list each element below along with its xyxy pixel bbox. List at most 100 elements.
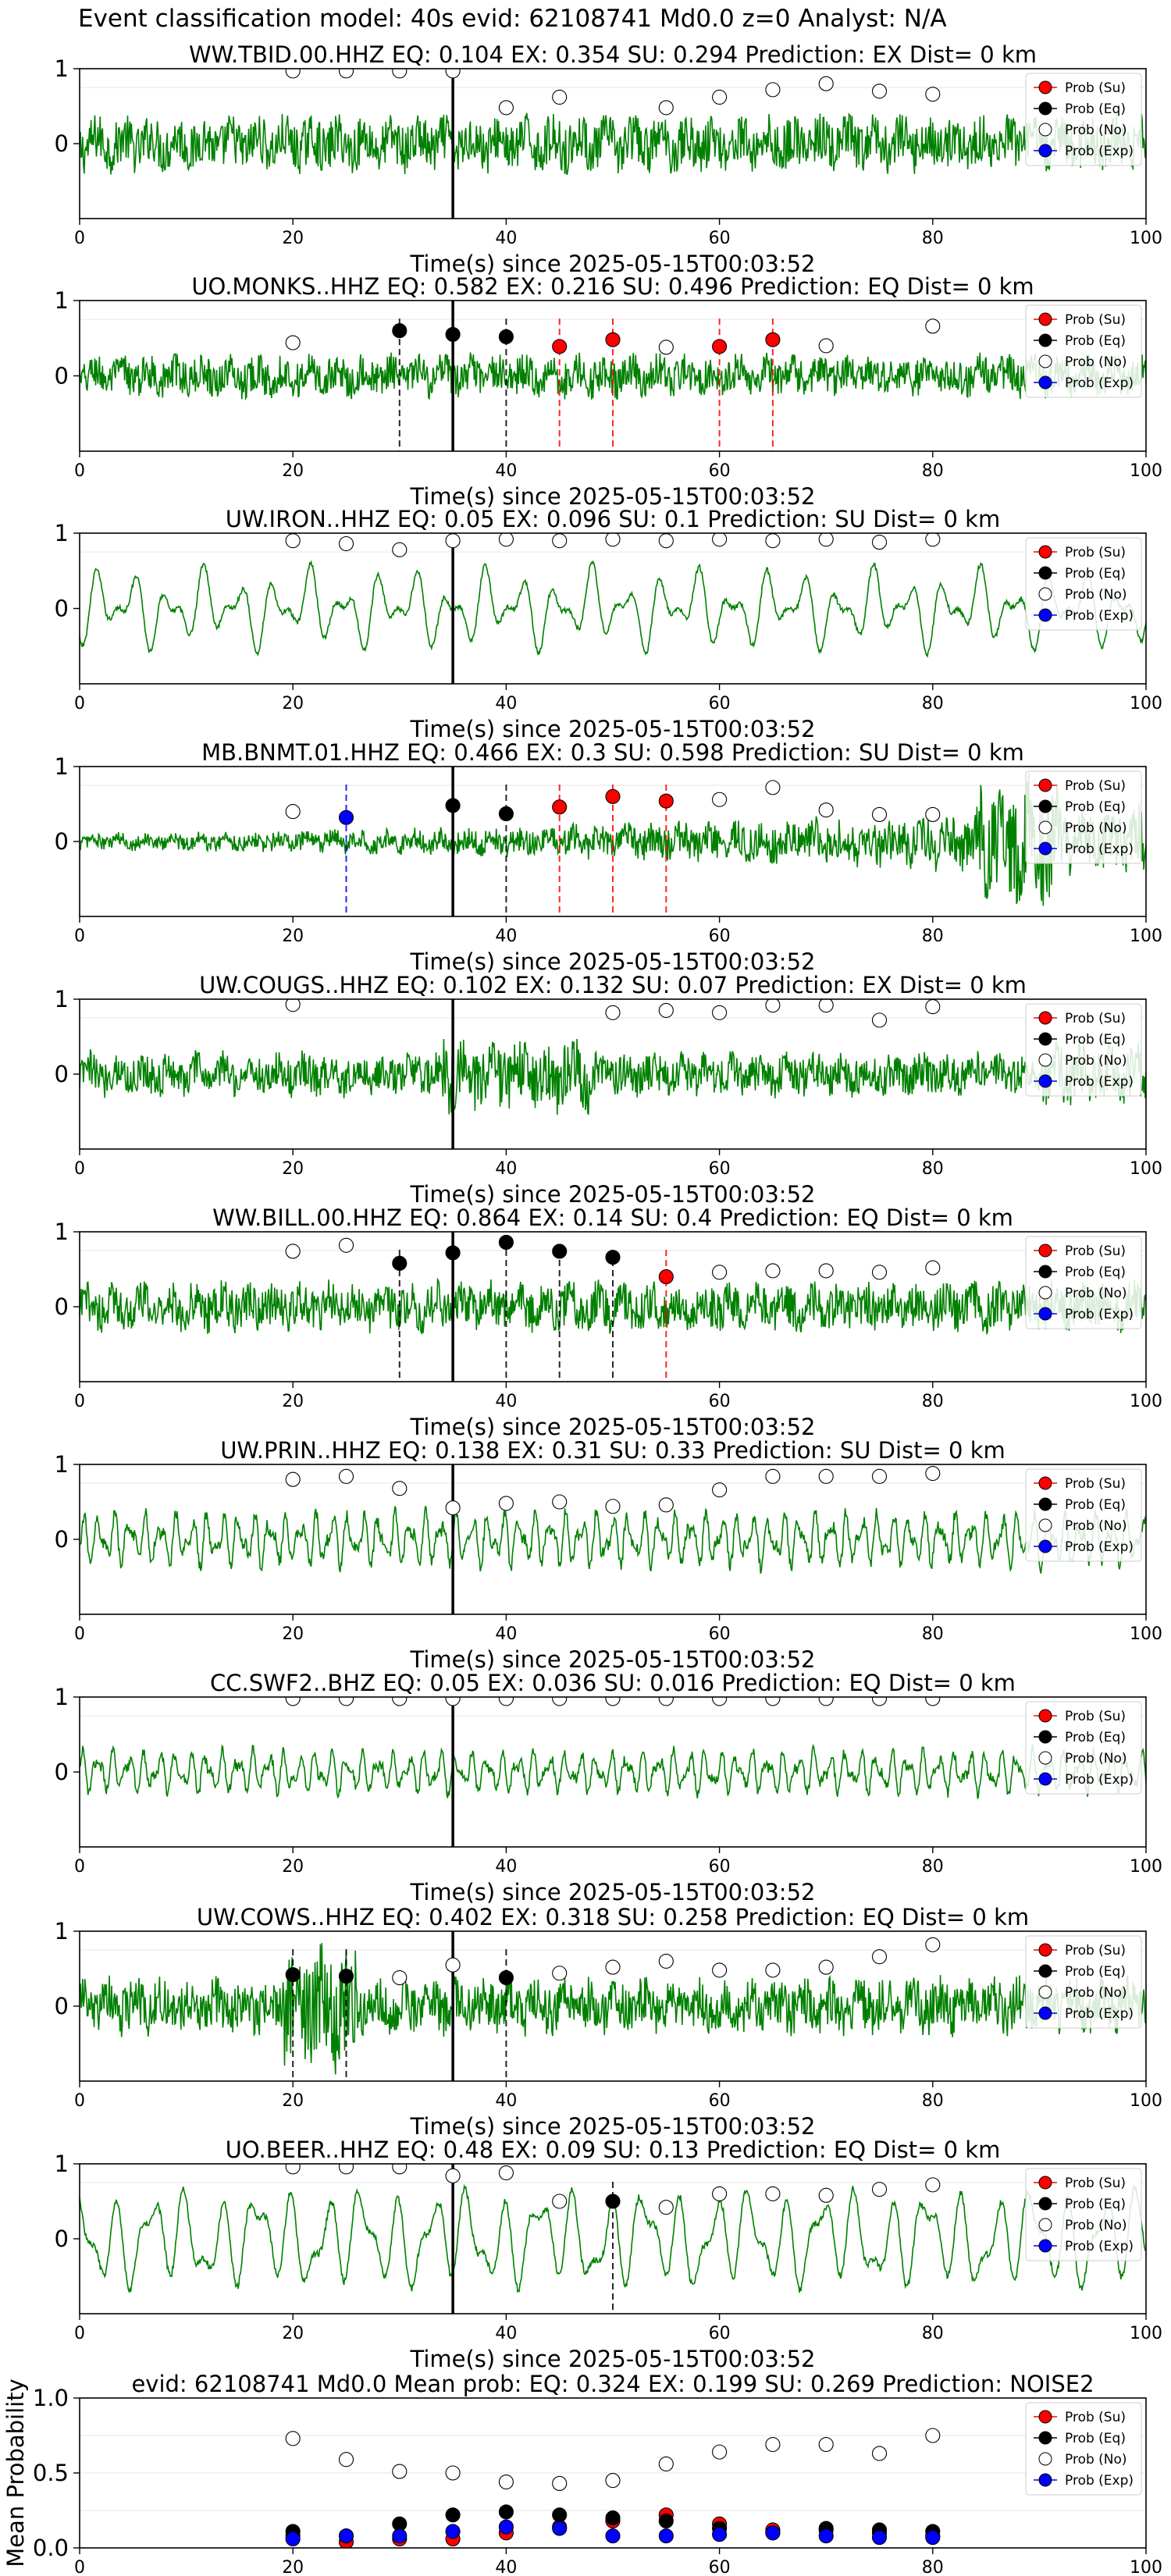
x-tick-label: 60 bbox=[709, 1624, 731, 1644]
x-tick-label: 40 bbox=[495, 1624, 517, 1644]
point-no bbox=[818, 338, 834, 354]
x-tick-label: 60 bbox=[709, 1392, 731, 1411]
point-no bbox=[338, 1237, 354, 1253]
legend-label-exp: Prob (Exp) bbox=[1065, 608, 1134, 624]
point-no bbox=[765, 1468, 781, 1484]
x-tick-label: 80 bbox=[922, 1624, 944, 1644]
legend-marker-no bbox=[1038, 2218, 1052, 2232]
legend-marker-eq bbox=[1038, 333, 1052, 347]
legend-label-exp: Prob (Exp) bbox=[1065, 2006, 1134, 2022]
point-no bbox=[552, 2475, 568, 2491]
point-su bbox=[605, 332, 621, 347]
x-tick-label: 0 bbox=[74, 229, 85, 248]
point-eq bbox=[445, 798, 461, 813]
y-tick-label: 1 bbox=[55, 1684, 69, 1710]
legend-label-no: Prob (No) bbox=[1065, 1053, 1127, 1069]
panel-title: UO.BEER..HHZ EQ: 0.48 EX: 0.09 SU: 0.13 … bbox=[226, 2137, 1001, 2163]
point-no bbox=[605, 1499, 621, 1514]
waveform-trace bbox=[80, 112, 1146, 176]
legend-marker-eq bbox=[1038, 2431, 1052, 2445]
panel-title: MB.BNMT.01.HHZ EQ: 0.466 EX: 0.3 SU: 0.5… bbox=[201, 739, 1024, 766]
x-tick-label: 100 bbox=[1130, 1159, 1162, 1179]
legend-label-su: Prob (Su) bbox=[1065, 2410, 1126, 2425]
point-no bbox=[712, 1005, 728, 1020]
point-no bbox=[552, 1966, 568, 1981]
point-no bbox=[285, 533, 301, 549]
point-no bbox=[658, 1497, 674, 1513]
point-no bbox=[392, 1481, 408, 1496]
x-tick-label: 20 bbox=[282, 927, 304, 946]
panel-2: UO.MONKS..HHZ EQ: 0.582 EX: 0.216 SU: 0.… bbox=[55, 273, 1162, 510]
point-no bbox=[818, 1697, 834, 1706]
legend-label-su: Prob (Su) bbox=[1065, 778, 1126, 794]
plot-area bbox=[80, 1697, 1146, 1847]
x-axis-label: Time(s) since 2025-05-15T00:03:52 bbox=[410, 1414, 816, 1440]
y-tick-label: 0.5 bbox=[33, 2460, 69, 2486]
point-no bbox=[552, 2194, 568, 2209]
figure-title: Event classification model: 40s evid: 62… bbox=[78, 5, 947, 33]
legend-label-no: Prob (No) bbox=[1065, 354, 1127, 370]
legend-label-no: Prob (No) bbox=[1065, 587, 1127, 603]
point-eq bbox=[498, 2504, 514, 2520]
legend-label-no: Prob (No) bbox=[1065, 1985, 1127, 2001]
point-no bbox=[552, 1494, 568, 1510]
point-eq bbox=[552, 2507, 568, 2523]
point-exp bbox=[445, 2524, 461, 2539]
legend-marker-exp bbox=[1038, 1539, 1052, 1553]
plot-area bbox=[80, 2164, 1146, 2314]
point-no bbox=[445, 533, 461, 549]
legend-marker-eq bbox=[1038, 1032, 1052, 1046]
legend-label-no: Prob (No) bbox=[1065, 1518, 1127, 1534]
x-tick-label: 0 bbox=[74, 927, 85, 946]
legend-label-su: Prob (Su) bbox=[1065, 1011, 1126, 1026]
point-no bbox=[712, 2444, 728, 2460]
legend-marker-no bbox=[1038, 123, 1052, 137]
point-no bbox=[765, 533, 781, 549]
legend-box bbox=[1025, 304, 1142, 398]
y-tick-label: 0 bbox=[55, 1759, 69, 1785]
plot-area bbox=[80, 69, 1146, 219]
x-tick-label: 100 bbox=[1130, 229, 1162, 248]
legend-marker-su bbox=[1038, 312, 1052, 326]
x-tick-label: 100 bbox=[1130, 1624, 1162, 1644]
point-no bbox=[392, 542, 408, 557]
legend-marker-no bbox=[1038, 354, 1052, 368]
legend-marker-exp bbox=[1038, 1074, 1052, 1088]
legend-label-exp: Prob (Exp) bbox=[1065, 1772, 1134, 1788]
point-no bbox=[658, 533, 674, 549]
legend-marker-su bbox=[1038, 2410, 1052, 2424]
x-tick-label: 100 bbox=[1130, 2558, 1162, 2576]
plot-area bbox=[80, 2398, 1146, 2548]
point-no bbox=[338, 69, 354, 79]
x-tick-label: 20 bbox=[282, 694, 304, 713]
point-no bbox=[765, 82, 781, 98]
point-no bbox=[285, 2164, 301, 2175]
x-tick-label: 20 bbox=[282, 2091, 304, 2111]
x-tick-label: 40 bbox=[495, 927, 517, 946]
x-axis-label: Time(s) since 2025-05-15T00:03:52 bbox=[410, 483, 816, 510]
point-no bbox=[658, 1953, 674, 1969]
legend-marker-su bbox=[1038, 1943, 1052, 1957]
point-eq bbox=[658, 2513, 674, 2528]
legend-marker-no bbox=[1038, 1985, 1052, 1999]
panel-8: CC.SWF2..BHZ EQ: 0.05 EX: 0.036 SU: 0.01… bbox=[55, 1670, 1162, 1905]
legend-box bbox=[1025, 2402, 1142, 2496]
x-tick-label: 80 bbox=[922, 694, 944, 713]
legend-marker-eq bbox=[1038, 1730, 1052, 1744]
legend-box bbox=[1025, 73, 1142, 166]
x-tick-label: 40 bbox=[495, 1159, 517, 1179]
legend-label-su: Prob (Su) bbox=[1065, 312, 1126, 328]
x-tick-label: 0 bbox=[74, 694, 85, 713]
legend-label-exp: Prob (Exp) bbox=[1065, 1539, 1134, 1555]
point-exp bbox=[605, 2528, 621, 2544]
point-no bbox=[818, 2436, 834, 2453]
point-exp bbox=[285, 2531, 301, 2547]
point-no bbox=[818, 999, 834, 1013]
x-tick-label: 80 bbox=[922, 229, 944, 248]
legend-box bbox=[1025, 1236, 1142, 1329]
legend-box bbox=[1025, 537, 1142, 631]
legend-marker-su bbox=[1038, 1709, 1052, 1723]
legend-marker-eq bbox=[1038, 799, 1052, 813]
point-no bbox=[605, 533, 621, 547]
point-no bbox=[925, 806, 941, 822]
